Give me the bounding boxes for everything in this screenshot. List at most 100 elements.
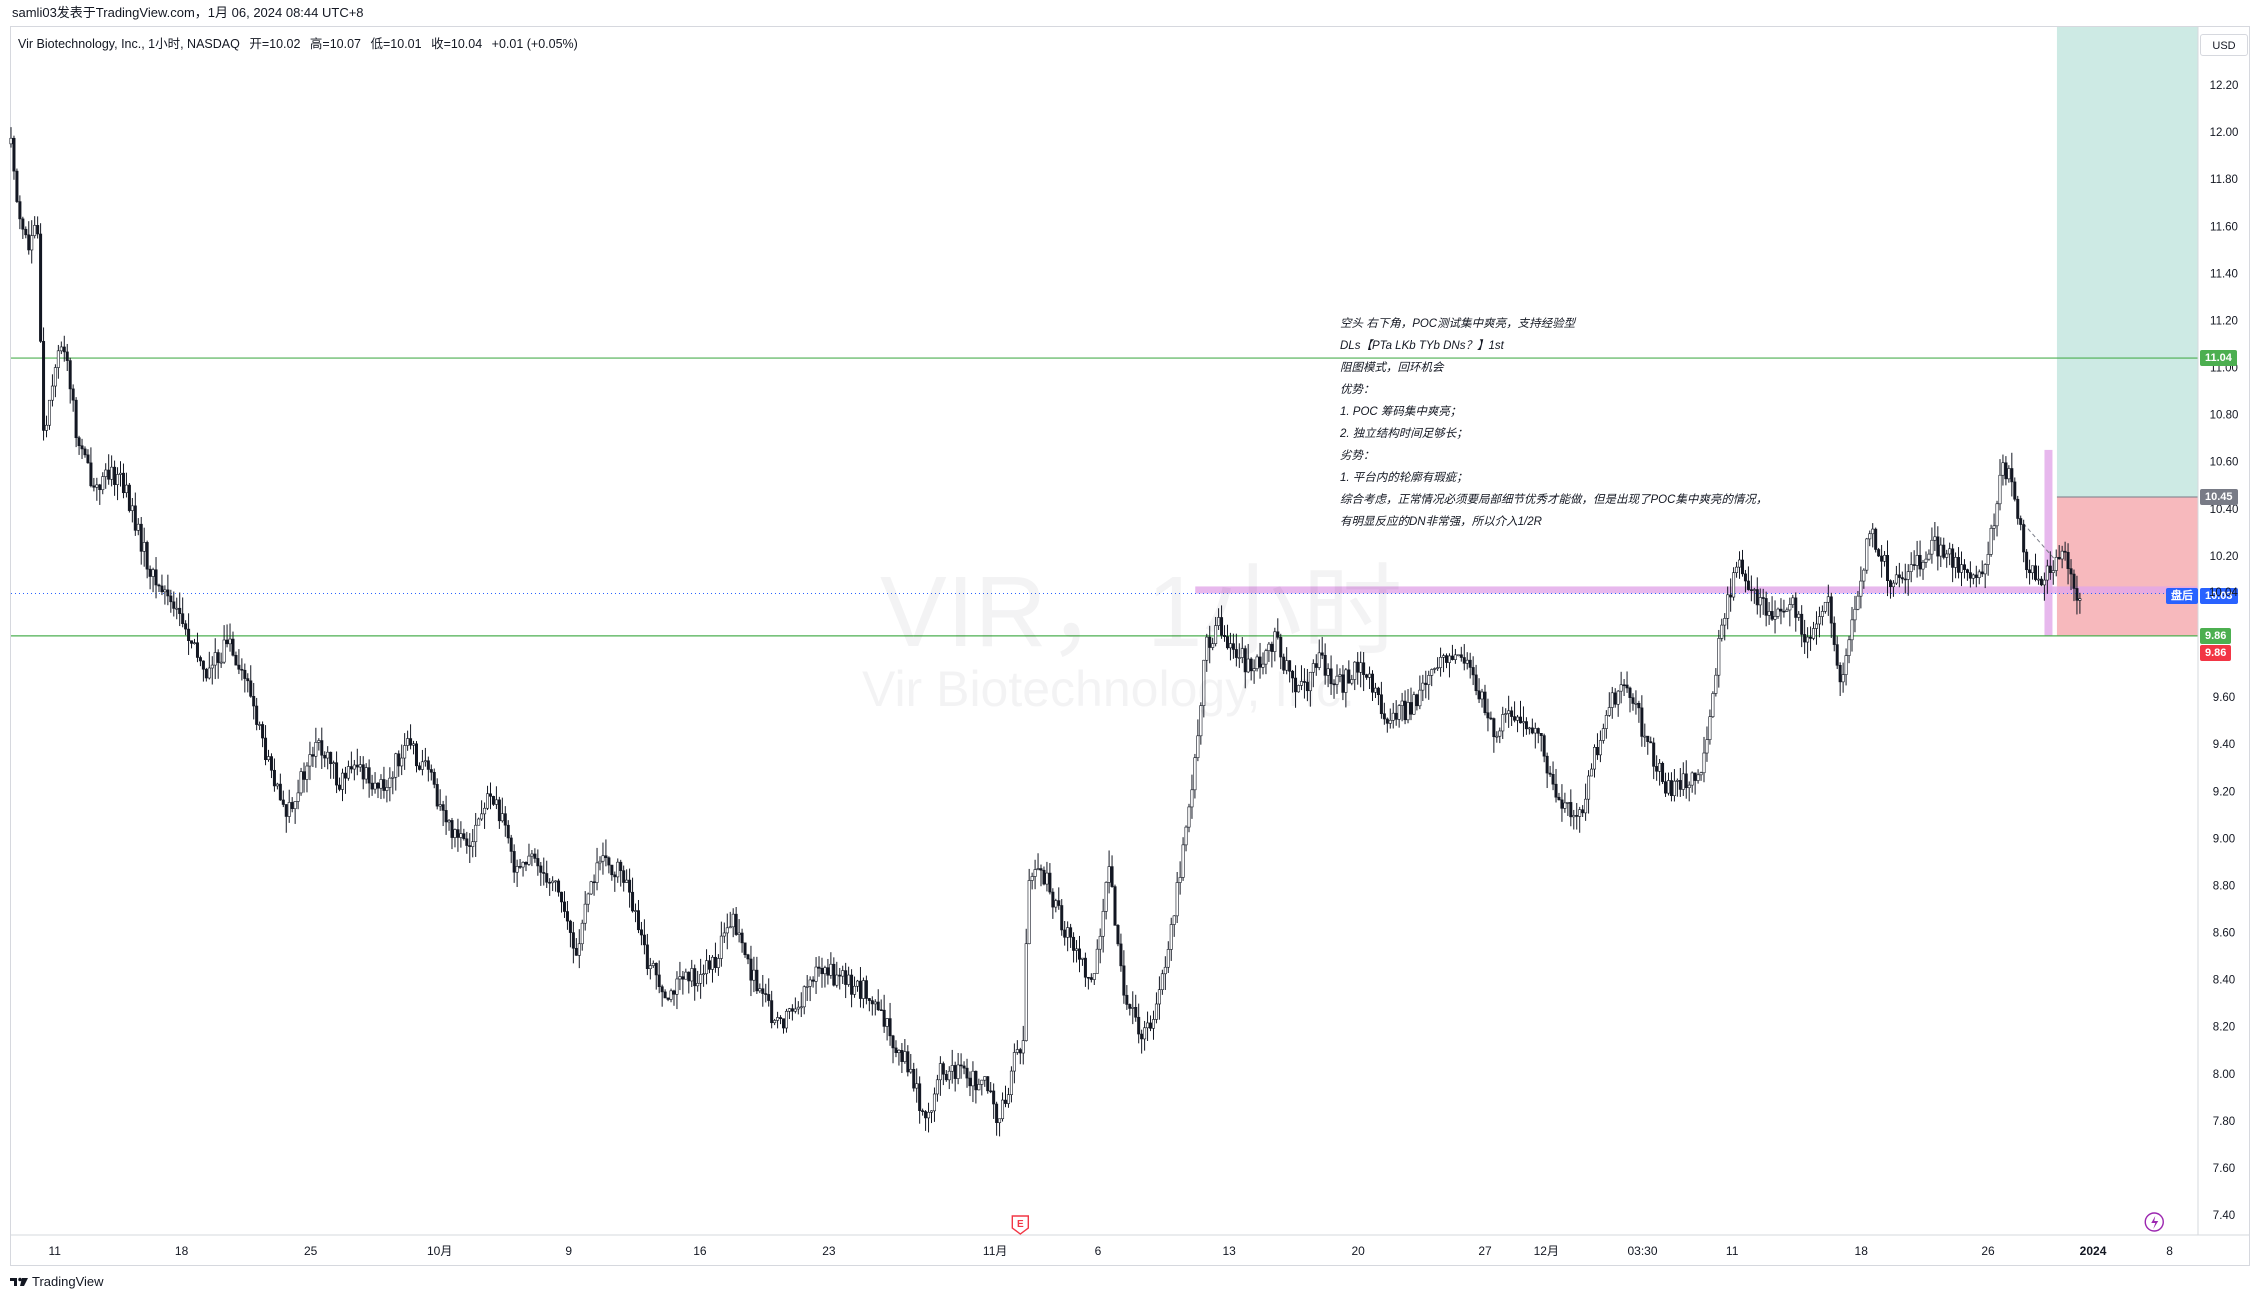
- x-tick-label: 20: [1352, 1244, 1366, 1258]
- candle-body: [2010, 468, 2014, 483]
- candle-body: [1409, 702, 1413, 715]
- candle-body: [1803, 634, 1807, 643]
- candle-body: [1524, 721, 1528, 730]
- chart-frame[interactable]: [10, 26, 2250, 1266]
- candle-body: [1533, 728, 1537, 734]
- candle-body: [1415, 694, 1419, 707]
- candle-body: [1178, 877, 1182, 883]
- candle-body: [1820, 611, 1824, 617]
- candle-body: [625, 879, 629, 883]
- candle-body: [1483, 691, 1487, 714]
- candle-body: [1732, 572, 1736, 598]
- candle-body: [130, 505, 134, 511]
- candle-body: [767, 994, 771, 1001]
- candle-body: [1471, 667, 1475, 676]
- candle-body: [18, 201, 22, 220]
- candle-body: [207, 667, 211, 679]
- candle-body: [1888, 580, 1892, 588]
- candle-body: [2069, 568, 2073, 575]
- candle-body: [1151, 1019, 1155, 1029]
- candle-body: [47, 399, 51, 426]
- candle-body: [352, 764, 356, 770]
- candle-body: [1282, 656, 1286, 671]
- candle-body: [1829, 596, 1833, 624]
- candle-body: [622, 870, 626, 883]
- candle-body: [477, 818, 481, 826]
- candle-body: [1305, 681, 1309, 692]
- candle-body: [441, 804, 445, 811]
- candle-body: [1622, 684, 1626, 687]
- candle-body: [793, 1008, 797, 1012]
- y-tick-label: 10.60: [2210, 457, 2239, 469]
- candle-body: [1163, 966, 1167, 975]
- candle-body: [1758, 597, 1762, 606]
- y-tick-label: 10.20: [2210, 551, 2239, 563]
- candle-body: [195, 642, 199, 658]
- candle-body: [580, 922, 584, 945]
- legend-change: +0.01 (+0.05%): [491, 37, 578, 51]
- candle-body: [1249, 658, 1253, 672]
- candle-body: [583, 903, 587, 924]
- candle-body: [1498, 730, 1502, 737]
- candle-body: [1587, 775, 1591, 800]
- candle-body: [1957, 557, 1961, 573]
- candle-body: [1912, 564, 1916, 566]
- x-tick-label: 10月: [427, 1244, 452, 1258]
- candle-body: [657, 974, 661, 987]
- candle-body: [258, 724, 262, 726]
- candle-body: [1489, 717, 1493, 720]
- candle-body: [267, 756, 271, 760]
- candle-body: [1791, 597, 1795, 605]
- candle-body: [921, 1110, 925, 1112]
- candle-body: [663, 991, 667, 999]
- candle-body: [1098, 935, 1102, 950]
- candle-body: [1430, 669, 1434, 676]
- footer[interactable]: TradingView: [10, 1270, 104, 1294]
- candle-body: [968, 1077, 972, 1087]
- candle-body: [1569, 802, 1573, 818]
- y-tick-label: 9.20: [2213, 786, 2235, 798]
- candle-body: [305, 765, 309, 780]
- candle-body: [1382, 713, 1386, 720]
- candle-body: [518, 866, 522, 868]
- candle-body: [938, 1063, 942, 1081]
- candle-body: [986, 1076, 990, 1092]
- candle-body: [524, 862, 528, 865]
- annotation-line: 1. 平台内的轮廓有瑕疵；: [1340, 472, 1468, 484]
- candle-body: [412, 743, 416, 746]
- candle-body: [1590, 768, 1594, 777]
- x-tick-label: 13: [1222, 1244, 1236, 1258]
- candle-body: [628, 879, 632, 893]
- candle-body: [1359, 662, 1363, 673]
- candle-body: [728, 926, 732, 929]
- candle-body: [660, 986, 664, 993]
- candle-body: [1149, 1022, 1153, 1029]
- candle-body: [1018, 1049, 1022, 1054]
- candle-body: [98, 484, 102, 491]
- symbol-legend[interactable]: Vir Biotechnology, Inc., 1小时, NASDAQ 开=1…: [18, 33, 584, 52]
- annotation-line: 综合考虑，正常情况必须要局部细节优秀才能做，但是出现了POC集中爽亮的情况，: [1340, 494, 1768, 506]
- legend-low: 低=10.01: [370, 37, 422, 51]
- candle-body: [157, 584, 161, 587]
- candle-body: [885, 1018, 889, 1027]
- candle-body: [1365, 674, 1369, 678]
- axes-layer: 7.40 7.60 7.80 8.00 8.20 8.40 8.60 8.80 9.00 9.20…: [11, 27, 2249, 1258]
- candle-body: [275, 783, 279, 787]
- candle-body: [1391, 712, 1395, 721]
- candle-body: [1294, 677, 1298, 693]
- candle-body: [992, 1090, 996, 1105]
- candle-body: [491, 796, 495, 805]
- candle-body: [545, 873, 549, 883]
- currency-button[interactable]: USD: [2200, 34, 2248, 56]
- candle-body: [1175, 882, 1179, 917]
- candle-body: [1231, 643, 1235, 650]
- candle-body: [59, 346, 63, 352]
- candle-body: [909, 1068, 913, 1073]
- annotation-line: DLs【PTa LKb TYb DNs？】1st: [1340, 340, 1504, 352]
- candle-body: [731, 913, 735, 928]
- candle-body: [110, 466, 114, 480]
- y-tick-label: 11.80: [2210, 174, 2238, 186]
- publisher-text: samli03发表于TradingView.com，1月 06, 2024 08…: [12, 5, 364, 20]
- candle-body: [669, 990, 673, 1000]
